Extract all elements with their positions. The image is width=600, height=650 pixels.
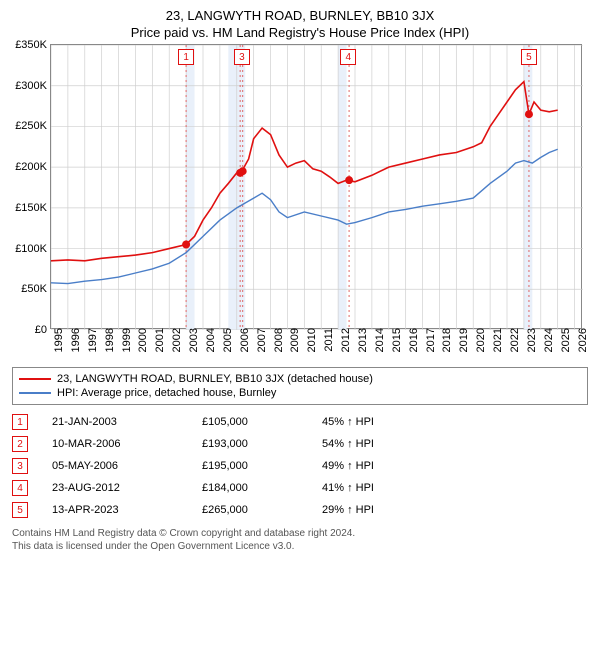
chart-subtitle: Price paid vs. HM Land Registry's House … — [12, 25, 588, 40]
x-tick-label: 1998 — [102, 328, 116, 352]
footer-line-2: This data is licensed under the Open Gov… — [12, 540, 588, 553]
x-tick-label: 2014 — [372, 328, 386, 352]
x-tick-label: 2026 — [575, 328, 589, 352]
x-tick-label: 2016 — [406, 328, 420, 352]
event-row: 3 05-MAY-2006£195,00049% ↑ HPI — [12, 455, 588, 477]
x-tick-label: 2011 — [321, 328, 335, 352]
event-price: £184,000 — [202, 482, 322, 494]
x-tick-label: 2000 — [135, 328, 149, 352]
legend-swatch — [19, 378, 51, 380]
x-tick-label: 2025 — [558, 328, 572, 352]
x-tick-label: 2017 — [423, 328, 437, 352]
event-marker: 5 — [521, 49, 537, 65]
x-tick-label: 2002 — [169, 328, 183, 352]
event-date: 13-APR-2023 — [52, 504, 202, 516]
y-tick-label: £0 — [35, 324, 51, 336]
x-tick-label: 2013 — [355, 328, 369, 352]
x-tick-label: 2021 — [490, 328, 504, 352]
event-row: 5 13-APR-2023£265,00029% ↑ HPI — [12, 499, 588, 521]
x-tick-label: 2023 — [524, 328, 538, 352]
footer: Contains HM Land Registry data © Crown c… — [12, 527, 588, 553]
x-tick-label: 1995 — [51, 328, 65, 352]
event-number: 2 — [12, 436, 28, 452]
x-tick-label: 2008 — [271, 328, 285, 352]
x-tick-label: 2019 — [456, 328, 470, 352]
x-tick-label: 2018 — [439, 328, 453, 352]
y-tick-label: £50K — [21, 283, 51, 295]
event-price: £265,000 — [202, 504, 322, 516]
x-tick-label: 2015 — [389, 328, 403, 352]
event-table: 1 21-JAN-2003£105,00045% ↑ HPI 2 10-MAR-200… — [12, 411, 588, 521]
x-tick-label: 2024 — [541, 328, 555, 352]
event-marker: 4 — [340, 49, 356, 65]
event-hpi: 41% ↑ HPI — [322, 482, 374, 494]
x-tick-label: 2003 — [186, 328, 200, 352]
event-date: 23-AUG-2012 — [52, 482, 202, 494]
x-tick-label: 2004 — [203, 328, 217, 352]
event-hpi: 49% ↑ HPI — [322, 460, 374, 472]
event-number: 1 — [12, 414, 28, 430]
x-tick-label: 2010 — [304, 328, 318, 352]
legend-label: 23, LANGWYTH ROAD, BURNLEY, BB10 3JX (de… — [57, 373, 373, 385]
footer-line-1: Contains HM Land Registry data © Crown c… — [12, 527, 588, 540]
event-row: 2 10-MAR-2006£193,00054% ↑ HPI — [12, 433, 588, 455]
chart-plot: £0£50K£100K£150K£200K£250K£300K£350K1995… — [50, 44, 582, 329]
legend-item: 23, LANGWYTH ROAD, BURNLEY, BB10 3JX (de… — [19, 372, 581, 386]
event-marker: 1 — [178, 49, 194, 65]
legend-label: HPI: Average price, detached house, Burn… — [57, 387, 276, 399]
x-tick-label: 2006 — [237, 328, 251, 352]
event-date: 10-MAR-2006 — [52, 438, 202, 450]
event-hpi: 29% ↑ HPI — [322, 504, 374, 516]
y-tick-label: £150K — [15, 202, 51, 214]
event-row: 1 21-JAN-2003£105,00045% ↑ HPI — [12, 411, 588, 433]
event-hpi: 54% ↑ HPI — [322, 438, 374, 450]
x-tick-label: 2001 — [152, 328, 166, 352]
x-tick-label: 2005 — [220, 328, 234, 352]
legend: 23, LANGWYTH ROAD, BURNLEY, BB10 3JX (de… — [12, 367, 588, 405]
x-tick-label: 2022 — [507, 328, 521, 352]
x-tick-label: 1997 — [85, 328, 99, 352]
legend-swatch — [19, 392, 51, 394]
y-tick-label: £350K — [15, 39, 51, 51]
legend-item: HPI: Average price, detached house, Burn… — [19, 386, 581, 400]
event-number: 5 — [12, 502, 28, 518]
event-row: 4 23-AUG-2012£184,00041% ↑ HPI — [12, 477, 588, 499]
x-tick-label: 2009 — [287, 328, 301, 352]
event-date: 05-MAY-2006 — [52, 460, 202, 472]
x-tick-label: 1996 — [68, 328, 82, 352]
event-number: 4 — [12, 480, 28, 496]
x-tick-label: 2020 — [473, 328, 487, 352]
event-price: £105,000 — [202, 416, 322, 428]
x-tick-label: 1999 — [119, 328, 133, 352]
event-price: £193,000 — [202, 438, 322, 450]
event-date: 21-JAN-2003 — [52, 416, 202, 428]
event-hpi: 45% ↑ HPI — [322, 416, 374, 428]
event-marker: 3 — [234, 49, 250, 65]
event-price: £195,000 — [202, 460, 322, 472]
y-tick-label: £100K — [15, 243, 51, 255]
x-tick-label: 2012 — [338, 328, 352, 352]
y-tick-label: £300K — [15, 80, 51, 92]
y-tick-label: £200K — [15, 161, 51, 173]
chart-title: 23, LANGWYTH ROAD, BURNLEY, BB10 3JX — [12, 8, 588, 23]
event-number: 3 — [12, 458, 28, 474]
y-tick-label: £250K — [15, 120, 51, 132]
x-tick-label: 2007 — [254, 328, 268, 352]
